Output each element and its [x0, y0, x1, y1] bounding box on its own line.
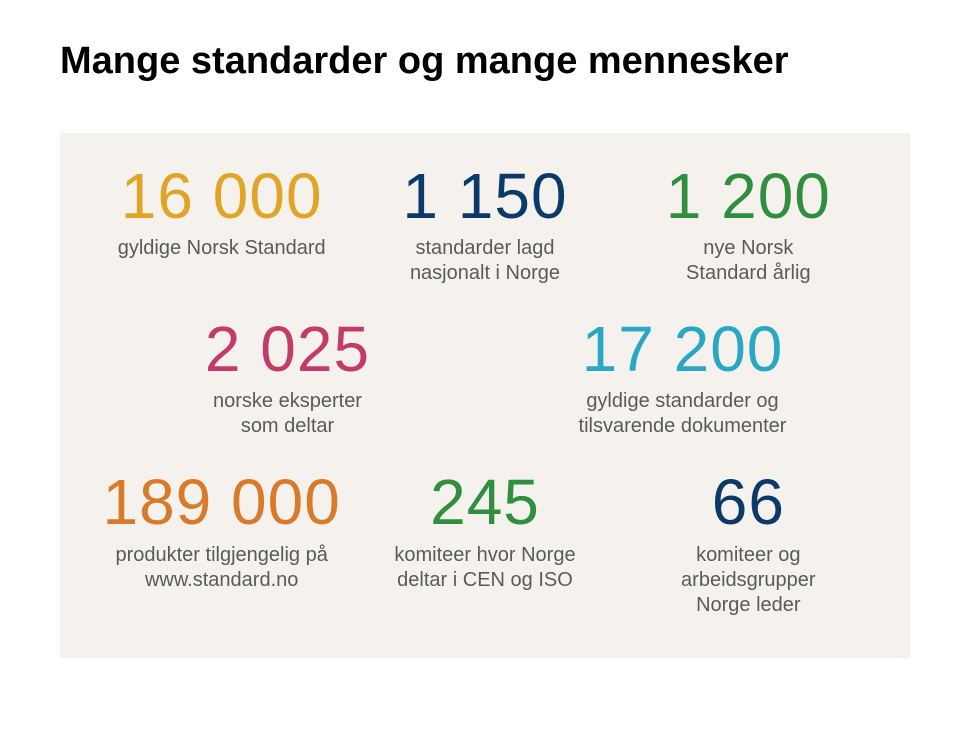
stat-item: 245 komiteer hvor Norge deltar i CEN og … [353, 469, 616, 592]
stats-panel: 16 000 gyldige Norsk Standard 1 150 stan… [60, 133, 910, 658]
stat-desc-line: produkter tilgjengelig på [115, 544, 327, 566]
stat-desc-line: standarder lagd [416, 237, 555, 259]
stat-desc-line: Norge leder [696, 594, 801, 616]
stat-desc-line: gyldige Norsk Standard [118, 237, 326, 259]
stat-number: 16 000 [100, 163, 343, 230]
stat-item: 1 150 standarder lagd nasjonalt i Norge [353, 163, 616, 286]
stats-row-2: 2 025 norske eksperter som deltar 17 200… [90, 316, 880, 439]
stat-number: 2 025 [100, 316, 475, 383]
stat-desc: gyldige standarder og tilsvarende dokume… [495, 389, 870, 439]
stat-desc-line: gyldige standarder og [586, 390, 778, 412]
stat-item: 66 komiteer og arbeidsgrupper Norge lede… [617, 469, 880, 617]
stat-desc-line: komiteer og arbeidsgrupper [681, 544, 816, 591]
stat-desc-line: Standard årlig [686, 262, 811, 284]
stat-number: 1 200 [627, 163, 870, 230]
stat-desc-line: tilsvarende dokumenter [579, 415, 787, 437]
stat-item: 1 200 nye Norsk Standard årlig [617, 163, 880, 286]
stat-item: 189 000 produkter tilgjengelig på www.st… [90, 469, 353, 592]
stat-number: 1 150 [363, 163, 606, 230]
stat-item: 17 200 gyldige standarder og tilsvarende… [485, 316, 880, 439]
stat-number: 17 200 [495, 316, 870, 383]
stat-desc-line: deltar i CEN og ISO [397, 569, 573, 591]
stat-desc: gyldige Norsk Standard [100, 236, 343, 261]
page-root: Mange standarder og mange mennesker 16 0… [0, 0, 960, 740]
stat-desc: norske eksperter som deltar [100, 389, 475, 439]
stat-number: 189 000 [100, 469, 343, 536]
stat-desc: standarder lagd nasjonalt i Norge [363, 236, 606, 286]
stat-desc: komiteer og arbeidsgrupper Norge leder [627, 543, 870, 618]
stat-desc: produkter tilgjengelig på www.standard.n… [100, 543, 343, 593]
stat-desc-line: som deltar [241, 415, 334, 437]
stat-desc-line: www.standard.no [145, 569, 298, 591]
stat-item: 16 000 gyldige Norsk Standard [90, 163, 353, 261]
stat-desc: nye Norsk Standard årlig [627, 236, 870, 286]
stat-desc-line: norske eksperter [213, 390, 362, 412]
stat-item: 2 025 norske eksperter som deltar [90, 316, 485, 439]
stat-desc-line: nasjonalt i Norge [410, 262, 560, 284]
stat-desc-line: komiteer hvor Norge [394, 544, 575, 566]
page-title: Mange standarder og mange mennesker [60, 40, 900, 83]
stats-row-1: 16 000 gyldige Norsk Standard 1 150 stan… [90, 163, 880, 286]
stats-row-3: 189 000 produkter tilgjengelig på www.st… [90, 469, 880, 617]
stat-desc: komiteer hvor Norge deltar i CEN og ISO [363, 543, 606, 593]
stat-number: 66 [627, 469, 870, 536]
stat-number: 245 [363, 469, 606, 536]
stat-desc-line: nye Norsk [703, 237, 793, 259]
